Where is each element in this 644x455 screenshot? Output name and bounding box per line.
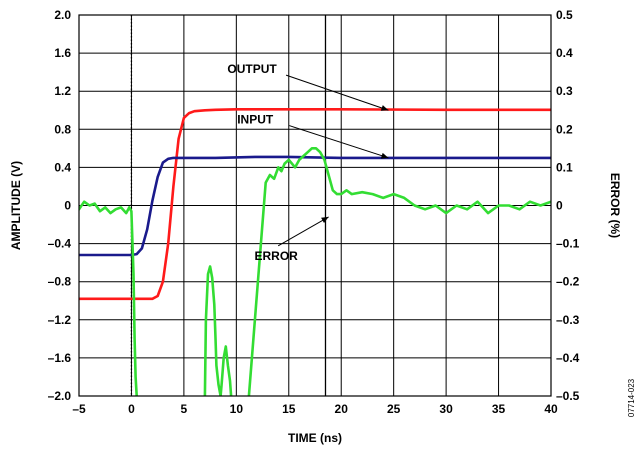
right-y-tick-label: –0.3 [556,313,580,327]
x-tick-label: 40 [544,402,558,416]
right-y-tick-label: –0.5 [556,389,580,403]
input-annotation-arrowhead [381,153,389,159]
right-y-tick-label: 0.2 [556,122,573,136]
right-y-tick-label: –0.1 [556,237,580,251]
left-y-tick-label: 1.2 [54,84,71,98]
left-y-tick-label: 0.8 [54,122,71,136]
annotations: OUTPUT INPUT ERROR [227,62,388,263]
output-annotation-label: OUTPUT [227,62,277,76]
x-tick-label: –5 [72,402,86,416]
left-y-axis-title: AMPLITUDE (V) [9,161,23,250]
error-series-line [249,148,551,396]
x-tick-label: 15 [282,402,296,416]
left-y-tick-label: 0.4 [54,160,71,174]
error-series-line [205,267,231,397]
x-tick-label: 5 [181,402,188,416]
right-y-tick-label: –0.2 [556,275,580,289]
error-annotation-label: ERROR [255,249,299,263]
right-y-axis-title: ERROR (%) [608,173,622,238]
left-y-tick-label: 2.0 [54,8,71,22]
left-y-tick-label: –2.0 [48,389,72,403]
x-tick-label: 20 [335,402,349,416]
x-tick-label: 30 [439,402,453,416]
right-y-tick-label: 0.4 [556,46,573,60]
left-y-tick-label: –1.6 [48,351,72,365]
output-annotation-leader [286,75,388,110]
left-y-tick-label: –0.8 [48,275,72,289]
x-tick-label: 25 [387,402,401,416]
right-y-tick-label: 0.3 [556,84,573,98]
x-tick-label: 0 [128,402,135,416]
left-y-tick-label: 0 [64,199,71,213]
left-y-tick-label: –0.4 [48,237,72,251]
right-y-tick-label: –0.4 [556,351,580,365]
right-y-tick-label: 0 [556,199,563,213]
figure-id: 07714-023 [627,378,636,417]
right-y-tick-label: 0.5 [556,8,573,22]
left-y-tick-label: 1.6 [54,46,71,60]
error-annotation-leader [278,217,328,246]
x-tick-label: 10 [230,402,244,416]
output-annotation-arrowhead [381,105,389,111]
x-axis-title: TIME (ns) [288,431,342,445]
x-tick-label: 35 [492,402,506,416]
input-annotation-label: INPUT [237,113,274,127]
input-annotation-leader [289,126,388,158]
series-layer [79,109,551,396]
left-y-tick-label: –1.2 [48,313,72,327]
right-y-tick-label: 0.1 [556,160,573,174]
